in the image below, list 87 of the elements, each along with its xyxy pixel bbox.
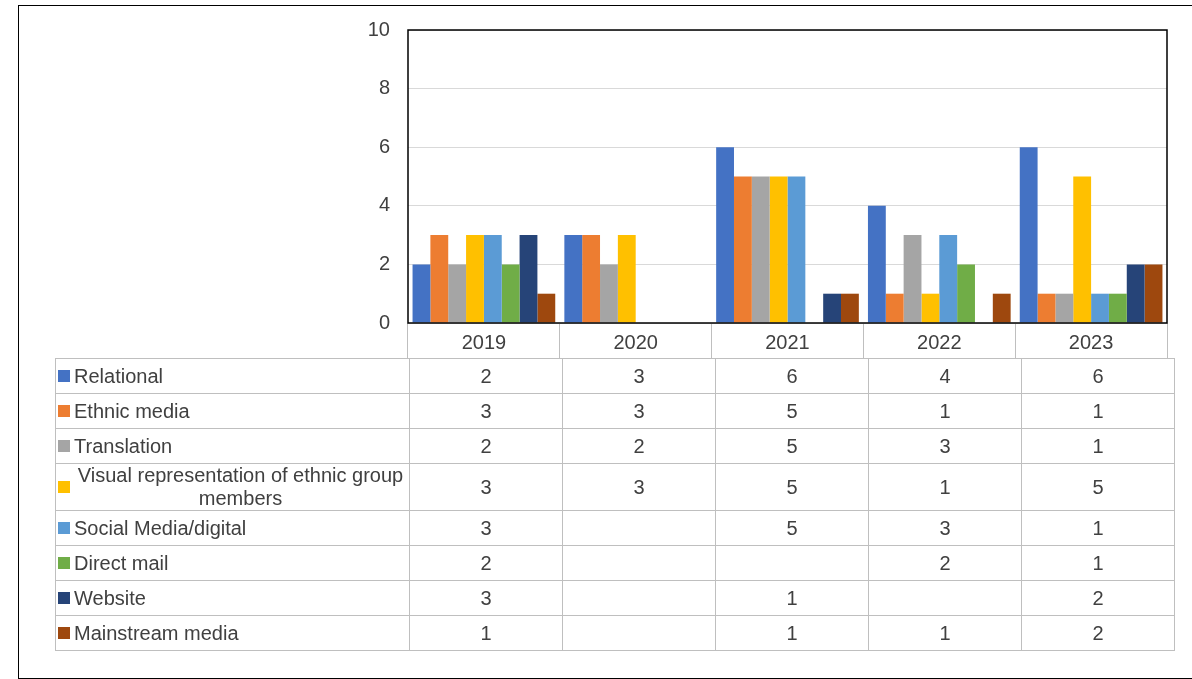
data-label: 3	[409, 393, 563, 429]
legend-label: Translation	[74, 434, 174, 458]
bar	[716, 147, 734, 323]
legend-label: Direct mail	[74, 551, 170, 575]
y-tick-label: 4	[378, 193, 390, 216]
bar	[823, 293, 842, 323]
x-tick-label: 2019	[461, 330, 507, 353]
bar	[564, 235, 583, 323]
y-tick-label: 2	[378, 251, 390, 274]
data-label: 1	[1021, 510, 1175, 546]
data-label: 1	[868, 393, 1022, 429]
bar	[519, 235, 538, 323]
data-label: 3	[562, 393, 716, 429]
bar	[483, 235, 502, 323]
y-tick-label: 6	[378, 134, 390, 157]
legend-label: Mainstream media	[74, 621, 240, 645]
bar	[1073, 176, 1092, 323]
bar	[537, 293, 556, 323]
bar	[939, 235, 958, 323]
bar	[867, 205, 886, 323]
data-label: 1	[409, 615, 563, 651]
bar	[1091, 293, 1109, 323]
data-label: 3	[409, 580, 563, 616]
bar	[501, 264, 520, 323]
bar	[903, 235, 922, 323]
bar	[412, 264, 431, 323]
bar	[600, 264, 618, 323]
bar	[1019, 147, 1038, 323]
y-tick-label: 0	[378, 310, 390, 333]
data-label: 5	[715, 393, 869, 429]
bar	[921, 293, 940, 323]
data-label: 2	[562, 428, 716, 464]
legend-label: Ethnic media	[74, 399, 191, 423]
bar	[1126, 264, 1145, 323]
y-tick-label: 10	[367, 17, 390, 40]
data-label: 1	[715, 580, 869, 616]
data-label: 2	[409, 358, 563, 394]
legend-label: Visual representation of ethnic group members	[76, 464, 405, 510]
data-label: 3	[562, 463, 716, 511]
bar	[1144, 264, 1163, 323]
data-label: 1	[1021, 393, 1175, 429]
bar	[466, 235, 484, 323]
data-label: 1	[1021, 428, 1175, 464]
data-label: 3	[562, 358, 716, 394]
data-label: 3	[409, 463, 563, 511]
data-label: 6	[715, 358, 869, 394]
legend-label: Social Media/digital	[74, 516, 248, 540]
bar	[787, 176, 806, 323]
data-label: 3	[868, 428, 1022, 464]
data-label: 2	[1021, 615, 1175, 651]
bar	[1055, 293, 1074, 323]
data-label: 5	[715, 463, 869, 511]
data-label: 5	[715, 510, 869, 546]
bar	[992, 293, 1011, 323]
bar	[617, 235, 636, 323]
bar	[957, 264, 975, 323]
data-label: 2	[1021, 580, 1175, 616]
x-tick-label: 2021	[765, 330, 810, 353]
y-tick-label: 8	[378, 76, 390, 99]
bar	[430, 235, 449, 323]
data-label: 2	[409, 545, 563, 581]
bar	[1108, 293, 1127, 323]
data-label: 4	[868, 358, 1022, 394]
data-label: 1	[1021, 545, 1175, 581]
data-label: 3	[409, 510, 563, 546]
data-label: 2	[868, 545, 1022, 581]
bar	[448, 264, 467, 323]
bar	[751, 176, 770, 323]
bar	[1037, 293, 1056, 323]
data-label: 3	[868, 510, 1022, 546]
legend-label: Relational	[74, 364, 164, 388]
data-label: 2	[409, 428, 563, 464]
x-tick-label: 2022	[917, 330, 962, 353]
data-label: 1	[715, 615, 869, 651]
x-tick-label: 2023	[1068, 330, 1114, 353]
data-label: 6	[1021, 358, 1175, 394]
data-label: 1	[868, 463, 1022, 511]
legend-label: Website	[74, 586, 147, 610]
bar	[582, 235, 601, 323]
data-label: 1	[868, 615, 1022, 651]
bar	[885, 293, 904, 323]
x-tick-label: 2020	[613, 330, 658, 353]
bar	[841, 293, 859, 323]
data-label: 5	[1021, 463, 1175, 511]
bar	[769, 176, 788, 323]
bar	[733, 176, 752, 323]
data-label: 5	[715, 428, 869, 464]
